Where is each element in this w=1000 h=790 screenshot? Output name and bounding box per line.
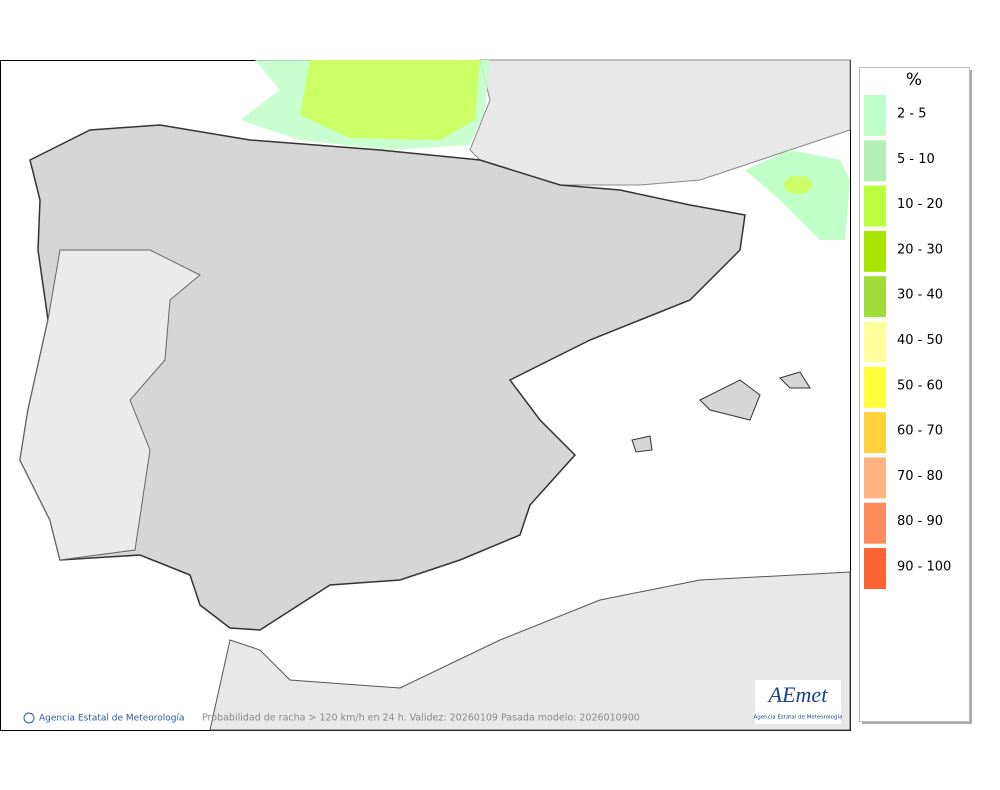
island <box>699 379 761 421</box>
island <box>779 371 811 389</box>
legend-swatch <box>864 140 886 182</box>
logo-subtitle: Agencia Estatal de Meteorología <box>754 714 843 721</box>
legend-label: 5 - 10 <box>897 152 935 167</box>
legend-swatch <box>864 185 886 227</box>
legend-label: 30 - 40 <box>897 288 943 303</box>
legend-swatch <box>864 321 886 363</box>
logo: AEmet <box>767 682 829 707</box>
logo-box <box>755 680 841 724</box>
credit: Agencia Estatal de Meteorología <box>39 714 185 724</box>
legend-label: 50 - 60 <box>897 378 943 393</box>
legend-items: 2 - 5 5 - 10 10 - 20 20 - 30 30 - 40 40 - 50 5… <box>864 95 951 589</box>
legend-title: % <box>906 70 922 90</box>
probability-area <box>784 176 812 194</box>
probability-area <box>300 60 480 140</box>
legend-swatch <box>864 230 886 272</box>
legend-label: 2 - 5 <box>897 107 927 122</box>
legend-label: 40 - 50 <box>897 333 943 348</box>
probability-area <box>745 150 850 240</box>
island <box>631 435 653 453</box>
map <box>19 59 851 731</box>
legend-swatch <box>864 276 886 318</box>
legend-swatch <box>864 412 886 454</box>
legend-label: 70 - 80 <box>897 469 943 484</box>
legend-swatch <box>864 457 886 499</box>
legend-label: 90 - 100 <box>897 560 951 575</box>
legend-swatch <box>864 95 886 136</box>
legend-label: 80 - 90 <box>897 514 943 529</box>
legend-swatch <box>864 366 886 408</box>
legend-label: 60 - 70 <box>897 424 943 439</box>
legend-label: 10 - 20 <box>897 197 943 212</box>
legend-swatch <box>864 548 886 589</box>
legend-swatch <box>864 502 886 544</box>
legend-label: 20 - 30 <box>897 242 943 257</box>
portugal <box>19 249 201 561</box>
africa <box>209 571 851 731</box>
france <box>469 59 851 186</box>
copyright-icon <box>23 712 35 724</box>
caption: Probabilidad de racha > 120 km/h en 24 h… <box>202 713 640 724</box>
